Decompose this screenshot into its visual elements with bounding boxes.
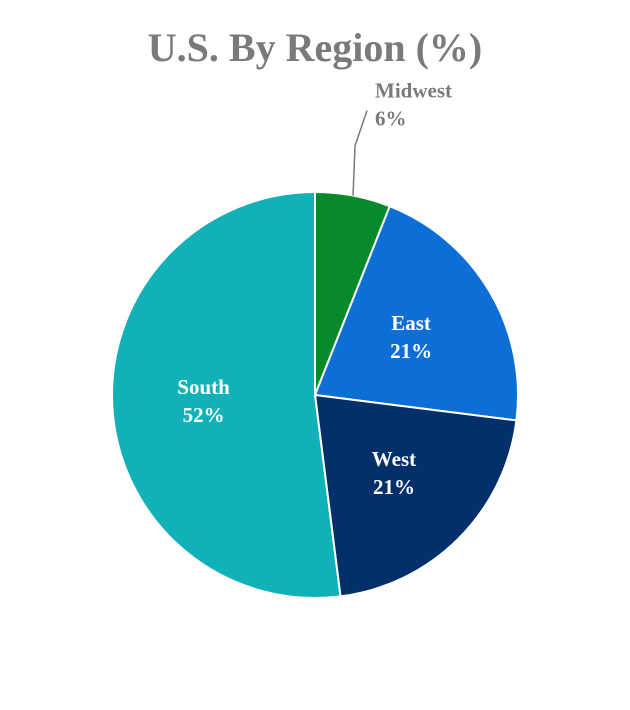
pie-slice-west (313, 393, 518, 598)
slice-label-midwest: Midwest 6% (375, 79, 452, 131)
slice-label-south: South 52% (177, 375, 230, 427)
slice-value-east: 21% (390, 339, 432, 363)
slice-value-west: 21% (373, 475, 415, 499)
pie-slice-east (313, 204, 519, 422)
slice-value-south: 52% (183, 403, 225, 427)
slice-name-east: East (391, 311, 431, 335)
slice-label-west: West 21% (372, 447, 416, 499)
slice-name-west: West (372, 447, 416, 471)
pie-slice-south (111, 190, 342, 599)
slice-label-east: East 21% (390, 311, 432, 363)
leader-line-midwest (352, 110, 368, 196)
slice-value-midwest: 6% (375, 107, 407, 131)
slice-name-midwest: Midwest (375, 79, 452, 103)
chart-title: U.S. By Region (%) (147, 25, 483, 70)
slice-name-south: South (177, 375, 230, 399)
